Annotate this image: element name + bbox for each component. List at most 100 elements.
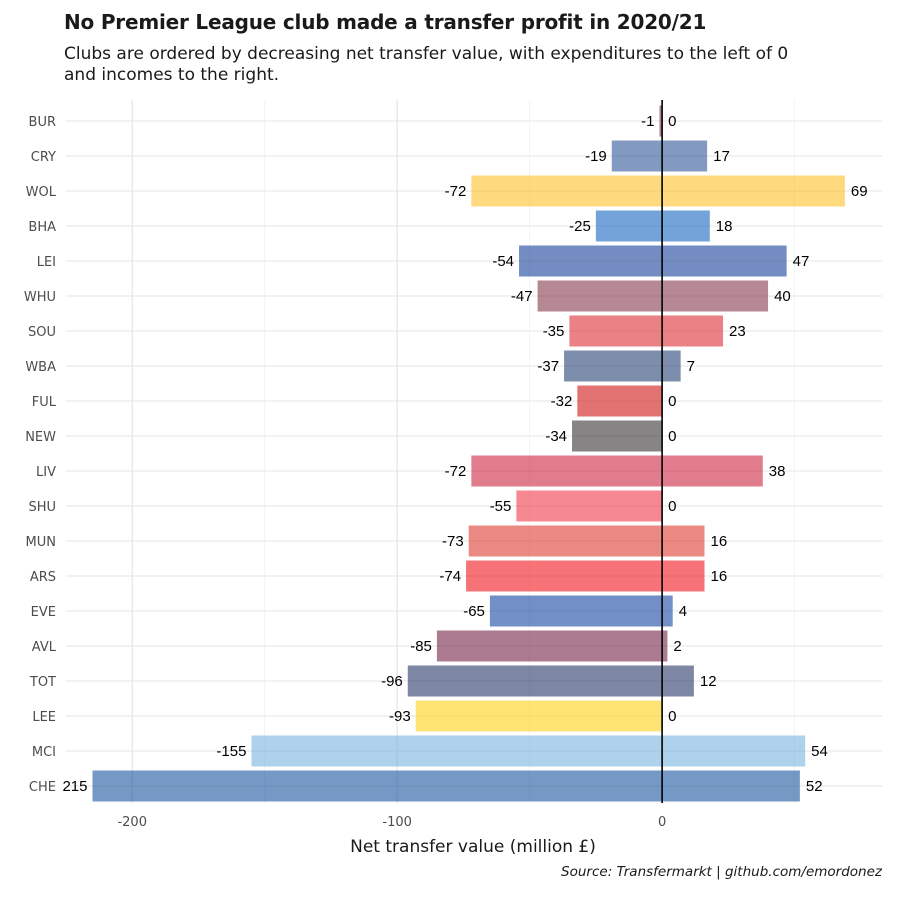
bar-expenditure-sou — [569, 315, 663, 347]
x-axis-label: Net transfer value (million £) — [350, 837, 596, 857]
bars — [92, 105, 845, 802]
label-expenditure-liv: -72 — [445, 463, 467, 480]
bar-income-avl — [662, 630, 668, 662]
x-tick-label: -100 — [382, 815, 412, 830]
y-tick-lei: LEI — [37, 255, 56, 270]
label-expenditure-avl: -85 — [410, 638, 432, 655]
bar-income-sou — [662, 315, 724, 347]
y-tick-whu: WHU — [24, 290, 56, 305]
y-tick-mun: MUN — [26, 535, 56, 550]
label-expenditure-bur: -1 — [641, 113, 654, 130]
bar-income-wol — [662, 175, 845, 207]
label-expenditure-shu: -55 — [490, 498, 512, 515]
bar-income-che — [662, 770, 800, 802]
bar-expenditure-shu — [516, 490, 663, 522]
y-tick-labels: BUR CRY WOL BHA LEI WHU SOU WBA FUL NEW LIV SHU MUN A… — [24, 115, 57, 795]
label-income-avl: 2 — [673, 638, 681, 655]
y-tick-wol: WOL — [26, 185, 57, 200]
label-income-shu: 0 — [668, 498, 676, 515]
label-income-new: 0 — [668, 428, 676, 445]
label-income-eve: 4 — [679, 603, 687, 620]
bar-expenditure-ful — [577, 385, 663, 417]
bar-expenditure-lei — [519, 245, 663, 277]
y-tick-tot: TOT — [29, 675, 56, 690]
bar-expenditure-che — [92, 770, 663, 802]
y-tick-ars: ARS — [30, 570, 56, 585]
x-tick-label: 0 — [658, 815, 666, 830]
label-income-wol: 69 — [851, 183, 868, 200]
y-tick-bha: BHA — [28, 220, 56, 235]
chart-title: No Premier League club made a transfer p… — [64, 10, 707, 34]
bar-expenditure-ars — [466, 560, 663, 592]
label-income-whu: 40 — [774, 288, 791, 305]
y-tick-eve: EVE — [31, 605, 56, 620]
label-income-ars: 16 — [710, 568, 727, 585]
label-expenditure-wol: -72 — [445, 183, 467, 200]
y-tick-che: CHE — [29, 780, 56, 795]
bar-expenditure-tot — [407, 665, 663, 697]
label-income-ful: 0 — [668, 393, 676, 410]
label-expenditure-new: -34 — [545, 428, 567, 445]
bar-income-liv — [662, 455, 763, 487]
label-expenditure-che: 215 — [62, 778, 87, 795]
label-expenditure-mun: -73 — [442, 533, 464, 550]
label-income-liv: 38 — [769, 463, 786, 480]
chart-subtitle: Clubs are ordered by decreasing net tran… — [64, 44, 789, 85]
x-tick-labels: -200 -100 0 — [117, 815, 666, 830]
bar-income-tot — [662, 665, 694, 697]
bar-expenditure-lee — [415, 700, 663, 732]
y-tick-bur: BUR — [29, 115, 56, 130]
label-income-tot: 12 — [700, 673, 717, 690]
label-income-wba: 7 — [687, 358, 695, 375]
bar-expenditure-cry — [611, 140, 663, 172]
bar-expenditure-bur — [659, 105, 663, 137]
value-labels: -1 0-19 17-72 69-25 18-54 47-47 40-35 23-37 7-32… — [62, 113, 867, 795]
label-income-che: 52 — [806, 778, 823, 795]
bar-income-lei — [662, 245, 787, 277]
y-tick-shu: SHU — [28, 500, 56, 515]
label-expenditure-mci: -155 — [216, 743, 246, 760]
label-expenditure-bha: -25 — [569, 218, 591, 235]
bar-expenditure-mci — [251, 735, 663, 767]
label-expenditure-lee: -93 — [389, 708, 411, 725]
label-income-bha: 18 — [716, 218, 733, 235]
y-tick-cry: CRY — [31, 150, 56, 165]
bar-expenditure-avl — [436, 630, 663, 662]
label-expenditure-ars: -74 — [439, 568, 461, 585]
y-tick-lee: LEE — [32, 710, 56, 725]
y-tick-ful: FUL — [32, 395, 57, 410]
source-caption: Source: Transfermarkt | github.com/emord… — [561, 864, 882, 880]
label-income-lei: 47 — [793, 253, 810, 270]
bar-expenditure-liv — [471, 455, 663, 487]
label-income-mci: 54 — [811, 743, 828, 760]
bar-expenditure-new — [572, 420, 663, 452]
bar-income-cry — [662, 140, 708, 172]
bar-expenditure-wol — [471, 175, 663, 207]
bar-income-eve — [662, 595, 673, 627]
y-tick-avl: AVL — [32, 640, 57, 655]
label-expenditure-eve: -65 — [463, 603, 485, 620]
y-tick-sou: SOU — [28, 325, 56, 340]
bar-expenditure-eve — [489, 595, 663, 627]
y-tick-new: NEW — [25, 430, 56, 445]
label-expenditure-tot: -96 — [381, 673, 403, 690]
label-expenditure-sou: -35 — [543, 323, 565, 340]
bar-income-whu — [662, 280, 769, 312]
y-tick-wba: WBA — [25, 360, 56, 375]
label-income-sou: 23 — [729, 323, 746, 340]
label-expenditure-ful: -32 — [551, 393, 573, 410]
label-expenditure-whu: -47 — [511, 288, 533, 305]
bar-expenditure-bha — [595, 210, 663, 242]
label-income-cry: 17 — [713, 148, 730, 165]
x-tick-label: -200 — [117, 815, 147, 830]
bar-income-mci — [662, 735, 806, 767]
label-income-bur: 0 — [668, 113, 676, 130]
label-expenditure-cry: -19 — [585, 148, 607, 165]
y-tick-mci: MCI — [32, 745, 56, 760]
label-income-lee: 0 — [668, 708, 676, 725]
bar-expenditure-wba — [564, 350, 663, 382]
bar-income-ars — [662, 560, 705, 592]
label-expenditure-lei: -54 — [492, 253, 514, 270]
bar-expenditure-whu — [537, 280, 663, 312]
